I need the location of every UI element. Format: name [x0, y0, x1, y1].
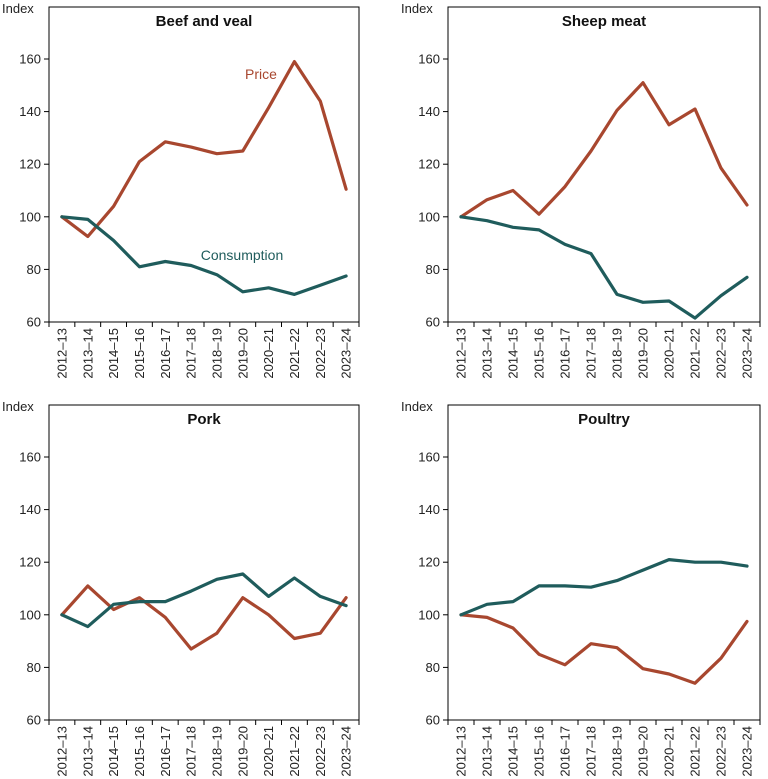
plot-frame — [48, 6, 360, 323]
x-tick-label: 2019–20 — [636, 726, 651, 777]
x-tick-label: 2013–14 — [480, 726, 495, 777]
y-tick-label: 100 — [19, 209, 41, 224]
series-line-price — [459, 81, 749, 219]
series-line-consumption — [459, 215, 749, 320]
panel-title: Sheep meat — [562, 13, 646, 30]
y-tick-label: 160 — [418, 52, 440, 67]
y-tick-label: 80 — [426, 660, 440, 675]
chart-panel: Index Sheep meat 60 80 100 120 140 160 2012–13 20… — [401, 1, 761, 379]
y-tick-label: 60 — [426, 713, 440, 728]
y-tick-label: 160 — [19, 450, 41, 465]
x-tick-label: 2015–16 — [532, 726, 547, 777]
x-tick-label: 2012–13 — [454, 328, 469, 379]
x-tick-label: 2019–20 — [235, 726, 250, 777]
x-tick-label: 2018–19 — [209, 328, 224, 379]
y-tick-label: 100 — [418, 607, 440, 622]
series-line-consumption — [60, 572, 348, 629]
y-tick-label: 60 — [27, 315, 41, 330]
x-tick-label: 2012–13 — [54, 726, 69, 777]
x-tick-label: 2014–15 — [506, 328, 521, 379]
x-tick-label: 2012–13 — [54, 328, 69, 379]
series-line-price — [459, 613, 749, 685]
x-tick-label: 2023–24 — [339, 328, 354, 379]
y-tick-label: 120 — [19, 555, 41, 570]
series-line-price — [60, 584, 348, 651]
x-tick-label: 2012–13 — [454, 726, 469, 777]
y-tick-label: 120 — [418, 157, 440, 172]
chart-panel: Index Pork 60 80 100 120 140 160 2012–13 2013–14 2… — [2, 399, 360, 777]
y-axis-label: Index — [2, 399, 34, 414]
x-tick-label: 2018–19 — [209, 726, 224, 777]
x-tick-label: 2013–14 — [80, 726, 95, 777]
x-tick-label: 2015–16 — [532, 328, 547, 379]
x-tick-label: 2021–22 — [688, 328, 703, 379]
x-tick-label: 2020–21 — [662, 328, 677, 379]
y-tick-label: 140 — [418, 104, 440, 119]
y-axis-label: Index — [401, 1, 433, 16]
chart-panel: Index Beef and veal 60 80 100 120 140 160 2012–1… — [2, 1, 360, 379]
x-tick-label: 2015–16 — [132, 328, 147, 379]
x-tick-label: 2018–19 — [610, 328, 625, 379]
x-tick-label: 2014–15 — [506, 726, 521, 777]
x-tick-label: 2019–20 — [235, 328, 250, 379]
y-tick-label: 80 — [426, 262, 440, 277]
x-tick-label: 2022–23 — [714, 328, 729, 379]
x-tick-label: 2023–24 — [740, 726, 755, 777]
y-tick-label: 120 — [418, 555, 440, 570]
y-tick-label: 120 — [19, 157, 41, 172]
x-tick-label: 2018–19 — [610, 726, 625, 777]
y-tick-label: 100 — [418, 209, 440, 224]
x-tick-label: 2014–15 — [106, 328, 121, 379]
x-tick-label: 2016–17 — [558, 328, 573, 379]
x-tick-label: 2014–15 — [106, 726, 121, 777]
x-tick-label: 2022–23 — [714, 726, 729, 777]
y-tick-label: 80 — [27, 262, 41, 277]
x-tick-label: 2019–20 — [636, 328, 651, 379]
series-label-price: Price — [245, 66, 277, 82]
y-tick-label: 140 — [418, 502, 440, 517]
x-tick-label: 2017–18 — [584, 726, 599, 777]
x-tick-label: 2023–24 — [339, 726, 354, 777]
x-tick-label: 2020–21 — [261, 328, 276, 379]
chart-panel: Index Poultry 60 80 100 120 140 160 2012–13 2013–… — [401, 399, 761, 777]
x-tick-label: 2022–23 — [313, 726, 328, 777]
y-tick-label: 80 — [27, 660, 41, 675]
y-tick-label: 100 — [19, 607, 41, 622]
panel-title: Poultry — [578, 411, 630, 428]
y-axis-label: Index — [2, 1, 34, 16]
x-tick-label: 2013–14 — [80, 328, 95, 379]
series-line-consumption — [60, 215, 348, 296]
x-tick-label: 2017–18 — [184, 328, 199, 379]
x-tick-label: 2021–22 — [287, 726, 302, 777]
x-tick-label: 2015–16 — [132, 726, 147, 777]
x-tick-label: 2022–23 — [313, 328, 328, 379]
y-axis-label: Index — [401, 399, 433, 414]
panel-title: Beef and veal — [156, 13, 253, 30]
y-tick-label: 160 — [418, 450, 440, 465]
x-tick-label: 2023–24 — [740, 328, 755, 379]
y-tick-label: 160 — [19, 52, 41, 67]
series-label-consumption: Consumption — [201, 247, 284, 263]
x-tick-label: 2021–22 — [688, 726, 703, 777]
x-tick-label: 2016–17 — [158, 328, 173, 379]
x-tick-label: 2020–21 — [662, 726, 677, 777]
x-tick-label: 2020–21 — [261, 726, 276, 777]
y-tick-label: 140 — [19, 104, 41, 119]
series-line-consumption — [459, 557, 749, 617]
y-tick-label: 140 — [19, 502, 41, 517]
x-tick-label: 2016–17 — [158, 726, 173, 777]
x-tick-label: 2013–14 — [480, 328, 495, 379]
x-tick-label: 2016–17 — [558, 726, 573, 777]
x-tick-label: 2021–22 — [287, 328, 302, 379]
panel-title: Pork — [187, 411, 221, 428]
y-tick-label: 60 — [426, 315, 440, 330]
plot-frame — [48, 404, 360, 721]
y-tick-label: 60 — [27, 713, 41, 728]
x-tick-label: 2017–18 — [184, 726, 199, 777]
x-tick-label: 2017–18 — [584, 328, 599, 379]
series-line-price — [60, 59, 348, 239]
